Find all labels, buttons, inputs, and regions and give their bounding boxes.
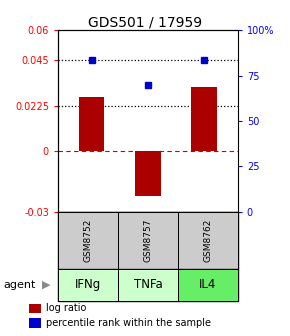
Text: GSM8752: GSM8752 <box>84 218 93 262</box>
Bar <box>118 212 178 269</box>
Text: GDS501 / 17959: GDS501 / 17959 <box>88 15 202 29</box>
Text: IL4: IL4 <box>199 278 217 291</box>
Bar <box>118 269 178 301</box>
Text: ▶: ▶ <box>42 280 51 290</box>
Text: GSM8762: GSM8762 <box>203 218 212 262</box>
Text: GSM8757: GSM8757 <box>143 218 153 262</box>
Bar <box>58 269 118 301</box>
Text: percentile rank within the sample: percentile rank within the sample <box>46 318 211 328</box>
Bar <box>191 87 217 151</box>
Text: IFNg: IFNg <box>75 278 101 291</box>
Bar <box>178 212 238 269</box>
Bar <box>58 212 118 269</box>
Bar <box>135 151 161 196</box>
Text: log ratio: log ratio <box>46 303 87 313</box>
Bar <box>79 97 104 151</box>
Text: TNFa: TNFa <box>133 278 162 291</box>
Text: agent: agent <box>3 280 35 290</box>
Bar <box>178 269 238 301</box>
